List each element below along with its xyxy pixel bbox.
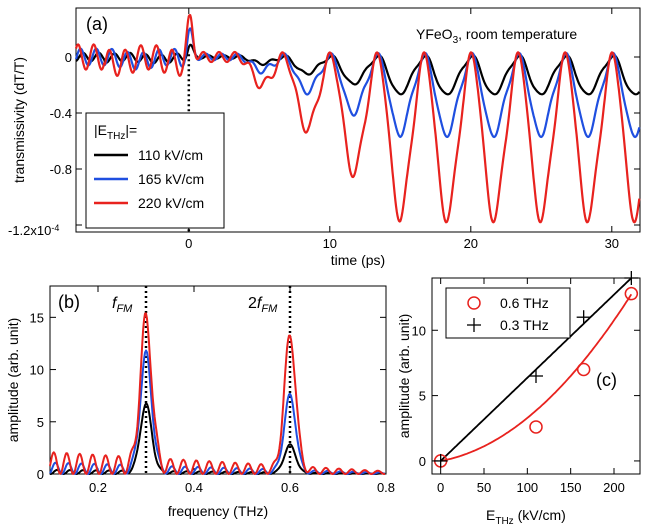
legend-label: 220 kV/cm <box>138 195 204 211</box>
legend-label: 0.6 THz <box>500 295 549 311</box>
peak-label: fFM <box>112 295 133 315</box>
data-point-circle <box>576 362 591 377</box>
x-tick-label: 0 <box>437 480 444 495</box>
x-tick-label: 100 <box>516 480 538 495</box>
x-tick-label: 10 <box>323 236 337 251</box>
annotation: YFeO3, room temperature <box>416 26 577 46</box>
x-tick-label: 0.2 <box>89 480 107 495</box>
y-tick-label: 5 <box>419 389 426 404</box>
spectrum-line <box>49 402 386 475</box>
y-tick-label: -0.8 <box>50 162 72 177</box>
panel-c: 0 50 100 150 200 0 5 10 ETHz (kV/cm) amplitude (a… <box>396 271 641 526</box>
x-tick-label: 0 <box>185 236 192 251</box>
y-tick-label: 5 <box>37 415 44 430</box>
y-tick-label: 15 <box>30 310 44 325</box>
data-point-circle <box>529 420 543 434</box>
y-tick-label: 10 <box>30 363 44 378</box>
legend-box <box>85 112 225 229</box>
x-tick-label: 200 <box>603 480 625 495</box>
panel-label: (b) <box>58 292 80 312</box>
legend-box <box>445 287 571 339</box>
panel-c-frame <box>431 277 641 475</box>
legend-label: 110 kV/cm <box>138 147 203 163</box>
y-tick-label: 0 <box>37 467 44 482</box>
x-tick-label: 0.8 <box>377 480 395 495</box>
series-line <box>74 14 641 224</box>
x-tick-label: 20 <box>464 236 478 251</box>
y-tick-label: 10 <box>412 323 426 338</box>
legend: 0.6 THz 0.3 THz <box>445 287 571 339</box>
legend-title: |ETHz|= <box>94 122 137 142</box>
legend-label: 0.3 THz <box>500 317 549 333</box>
y-tick-label: -0.4 <box>50 106 72 121</box>
x-axis-title: ETHz (kV/cm) <box>486 507 566 526</box>
panel-b-frame <box>49 285 387 475</box>
peak-label: 2fFM <box>248 295 278 315</box>
x-tick-label: 30 <box>605 236 619 251</box>
x-tick-label: 0.4 <box>185 480 203 495</box>
y-tick-label: 0 <box>65 50 72 65</box>
x-tick-label: 150 <box>560 480 582 495</box>
series-line <box>74 27 641 139</box>
x-axis-title: frequency (THz) <box>168 503 268 519</box>
panel-a: 0 10 20 30 0 -0.4 -0.8 -1.2x10-4 time (ps) transm… <box>8 7 641 268</box>
y-axis-title: amplitude (arb. unit) <box>5 318 21 443</box>
spectrum-line <box>49 312 386 475</box>
y-axis-title: transmissivity (dT/T) <box>11 57 27 183</box>
x-axis-title: time (ps) <box>331 252 385 268</box>
panel-label: (c) <box>596 370 617 390</box>
x-tick-label: 0.6 <box>281 480 299 495</box>
fit-line <box>440 293 633 462</box>
spectrum-line <box>49 349 386 475</box>
y-tick-label: -1.2x10-4 <box>8 223 59 238</box>
x-tick-label: 50 <box>477 480 491 495</box>
panel-b: 0.2 0.4 0.6 0.8 0 5 10 15 frequency (THz) amplitu… <box>5 285 395 519</box>
legend: |ETHz|=110 kV/cm 165 kV/cm 220 kV/cm <box>85 112 225 229</box>
y-tick-label: 0 <box>419 454 426 469</box>
legend-label: 165 kV/cm <box>138 171 204 187</box>
panel-label: (a) <box>86 14 108 34</box>
panel-a-frame <box>75 7 641 233</box>
legend-marker <box>467 296 481 310</box>
y-axis-title: amplitude (arb. unit) <box>396 314 412 439</box>
data-point-circle <box>624 286 639 301</box>
